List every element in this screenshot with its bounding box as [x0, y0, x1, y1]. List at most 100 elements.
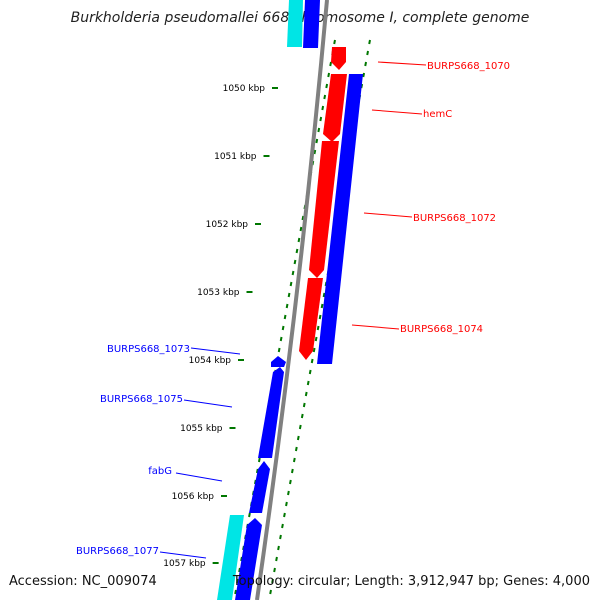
gene-BURPS668_1070	[331, 47, 346, 70]
label-connector	[351, 324, 400, 330]
gene-label: hemC	[423, 109, 452, 120]
gene-label: BURPS668_1075	[100, 394, 183, 405]
kbp-tick-label: 1054 kbp	[189, 356, 232, 366]
gene-label: BURPS668_1073	[107, 344, 190, 355]
outer-tick-dot	[294, 446, 298, 452]
inner-tick-dot	[289, 281, 293, 287]
outer-tick-dot	[296, 435, 300, 441]
accession-text: Accession: NC_009074	[9, 574, 157, 589]
kbp-tick-label: 1051 kbp	[214, 152, 257, 162]
inner-tick-dot	[333, 39, 336, 45]
outer-tick-dot	[300, 413, 304, 419]
rna-gene-bottom	[217, 515, 244, 600]
outer-tick-dot	[314, 336, 318, 342]
inner-tick-dot	[295, 248, 299, 254]
gene-block-outer-reverse	[317, 74, 363, 364]
inner-tick-dot	[293, 259, 297, 265]
topology-text: Topology: circular; Length: 3,912,947 bp…	[232, 574, 590, 589]
outer-tick-dot	[281, 523, 284, 529]
outer-tick-dot	[320, 303, 324, 309]
label-connector	[175, 472, 223, 482]
outer-tick-dot	[287, 490, 290, 496]
outer-tick-dot	[283, 512, 286, 518]
gene-label: fabG	[148, 466, 172, 477]
outer-tick-dot	[289, 479, 292, 485]
gene-BURPS668_1072	[309, 141, 339, 278]
label-connector	[371, 109, 423, 115]
inner-tick-dot	[291, 270, 295, 276]
outer-tick-dot	[322, 292, 326, 298]
gene-top-reverse	[303, 0, 320, 48]
gene-hemC	[323, 74, 347, 142]
inner-tick-dot	[321, 105, 325, 111]
outer-tick-dot	[312, 347, 316, 353]
kbp-tick-label: 1050 kbp	[223, 84, 266, 94]
kbp-tick-label: 1052 kbp	[206, 220, 249, 230]
inner-tick-dot	[317, 127, 321, 133]
inner-tick-dot	[329, 61, 333, 67]
gene-BURPS668_1075	[258, 367, 284, 458]
label-connector	[377, 61, 427, 66]
outer-tick-dot	[308, 369, 312, 375]
inner-tick-dot	[297, 237, 301, 243]
outer-tick-dot	[366, 50, 370, 56]
outer-tick-dot	[306, 380, 310, 386]
outer-tick-dot	[277, 545, 280, 551]
kbp-tick-label: 1056 kbp	[172, 492, 215, 502]
inner-tick-dot	[277, 347, 281, 353]
backbone-arc	[255, 0, 329, 600]
gene-label: BURPS668_1077	[76, 546, 159, 557]
inner-tick-dot	[236, 578, 239, 584]
outer-tick-dot	[316, 325, 320, 331]
inner-tick-dot	[255, 468, 259, 474]
inner-tick-dot	[323, 94, 327, 100]
inner-tick-dot	[234, 589, 237, 595]
gene-BURPS668_1077	[235, 518, 262, 600]
gene-fabG	[249, 461, 270, 513]
label-connector	[363, 212, 413, 218]
gene-label: BURPS668_1070	[427, 61, 510, 72]
outer-tick-dot	[269, 589, 272, 595]
inner-tick-dot	[283, 314, 287, 320]
kbp-tick-label: 1057 kbp	[163, 559, 206, 569]
inner-tick-dot	[285, 303, 289, 309]
gene-BURPS668_1073	[271, 356, 286, 367]
inner-tick-dot	[287, 292, 291, 298]
kbp-tick-label: 1053 kbp	[197, 288, 240, 298]
rna-gene-top	[287, 0, 303, 47]
outer-tick-dot	[292, 457, 296, 463]
inner-tick-dot	[319, 116, 323, 122]
outer-tick-dot	[273, 567, 276, 573]
label-connector	[159, 551, 207, 559]
inner-tick-dot	[257, 457, 261, 463]
outer-tick-dot	[285, 501, 288, 507]
inner-tick-dot	[248, 512, 251, 518]
outer-tick-dot	[271, 578, 274, 584]
label-connector	[183, 399, 233, 408]
inner-tick-dot	[313, 149, 317, 155]
kbp-tick-label: 1055 kbp	[180, 424, 223, 434]
inner-tick-dot	[301, 215, 305, 221]
outer-tick-dot	[290, 468, 294, 474]
outer-tick-dot	[298, 424, 302, 430]
inner-tick-dot	[327, 72, 331, 78]
inner-tick-dot	[238, 567, 241, 573]
gene-label: BURPS668_1074	[400, 324, 483, 335]
outer-tick-dot	[368, 39, 371, 45]
outer-tick-dot	[362, 72, 366, 78]
label-connector	[190, 347, 241, 355]
inner-tick-dot	[315, 138, 319, 144]
inner-tick-dot	[279, 336, 283, 342]
gene-BURPS668_1074	[299, 278, 323, 360]
outer-tick-dot	[275, 556, 278, 562]
inner-tick-dot	[281, 325, 285, 331]
gene-label: BURPS668_1072	[413, 213, 496, 224]
outer-tick-dot	[310, 358, 314, 364]
outer-tick-dot	[304, 391, 308, 397]
inner-tick-dot	[325, 83, 329, 89]
outer-tick-dot	[279, 534, 282, 540]
outer-tick-dot	[302, 402, 306, 408]
outer-tick-dot	[364, 61, 368, 67]
